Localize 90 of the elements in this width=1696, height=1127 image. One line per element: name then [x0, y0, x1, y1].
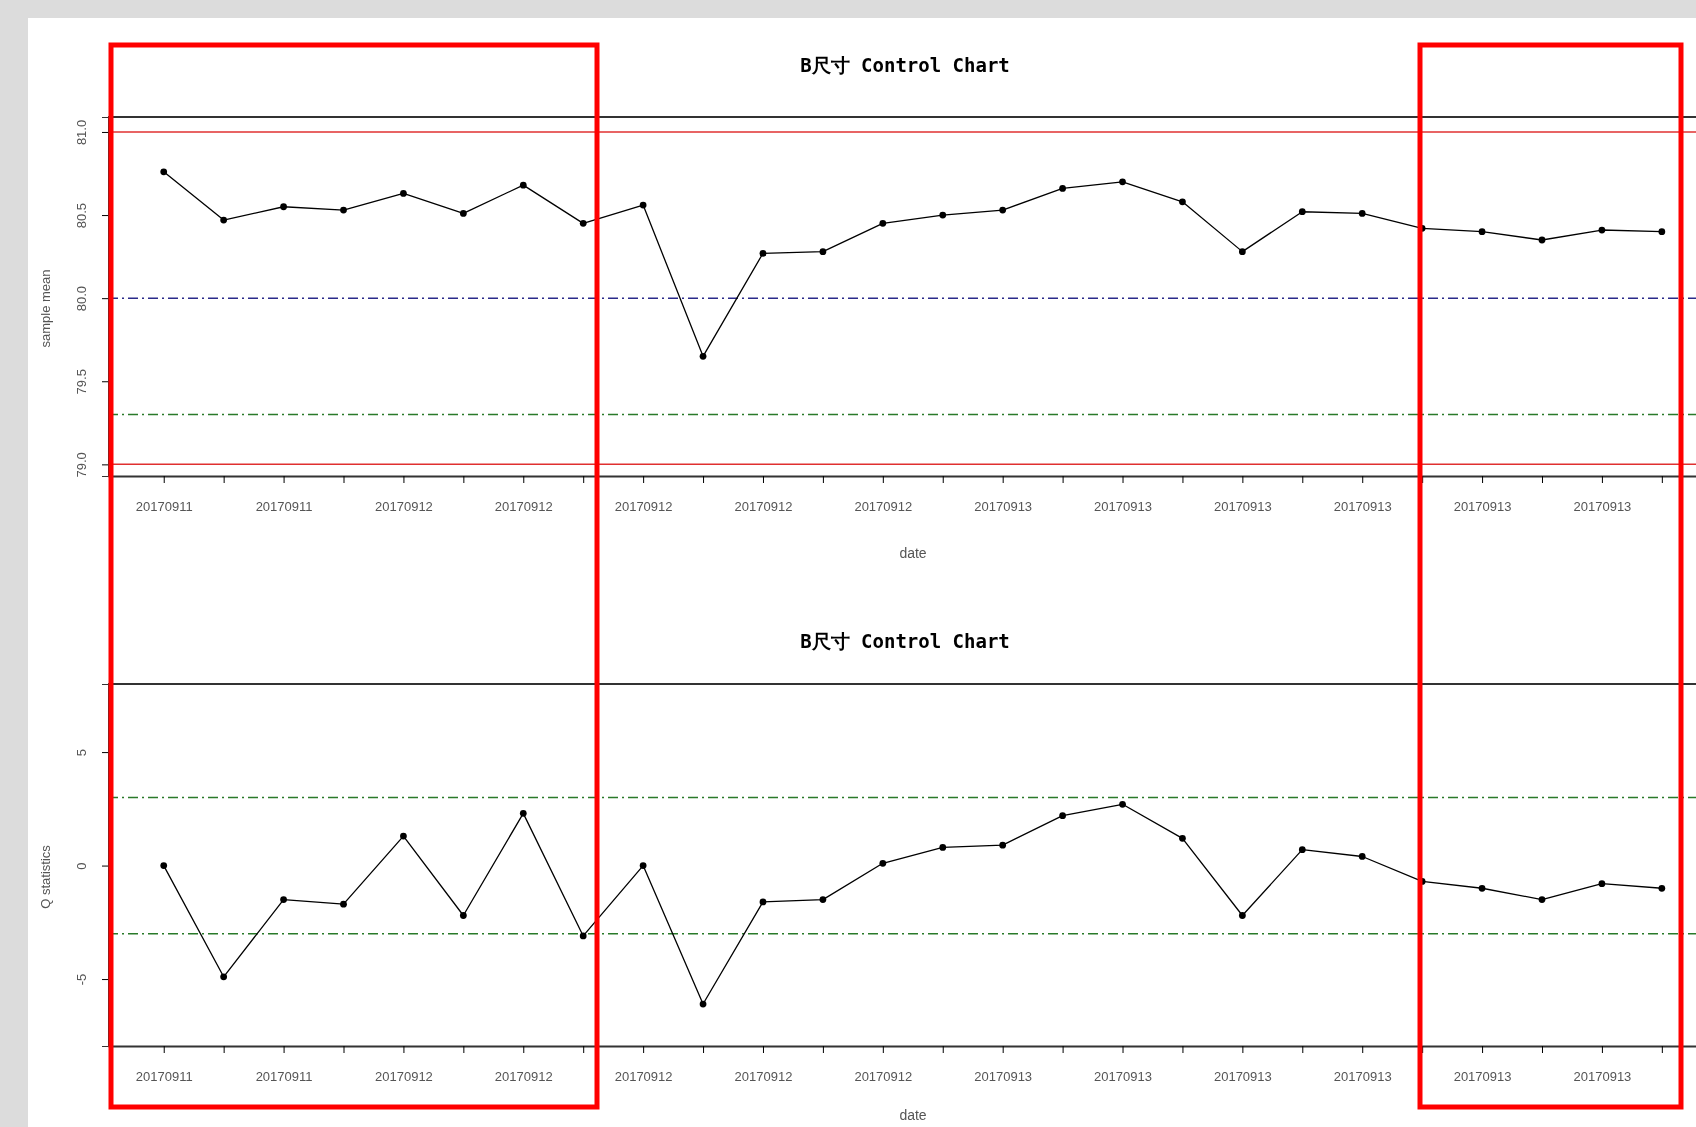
x-tick-label: 20170911 [255, 498, 313, 514]
x-tick-label: 20170913 [1333, 498, 1392, 514]
point [1179, 198, 1186, 206]
point [280, 896, 287, 903]
point [1658, 228, 1666, 236]
x-tick-label: 20170911 [255, 1068, 313, 1084]
point [519, 181, 527, 189]
x-tick-label: 20170913 [1094, 498, 1152, 514]
x-tick-label: 20170912 [854, 498, 913, 514]
point [819, 896, 827, 903]
x-tick-label: 20170912 [734, 498, 793, 514]
x-tick-label: 20170912 [375, 1068, 433, 1084]
point [759, 249, 767, 257]
point [220, 973, 228, 981]
y-tick-label: 79.0 [74, 452, 89, 478]
x-tick-label: 20170911 [135, 498, 193, 514]
x-tick-label: 20170913 [1213, 498, 1272, 514]
point [340, 206, 347, 214]
point [759, 898, 767, 906]
x-tick-label: 20170912 [375, 498, 433, 514]
x-tick-label: 20170913 [974, 498, 1033, 514]
point [939, 844, 947, 851]
x-tick-label: 20170912 [494, 1068, 553, 1084]
y-axis-title: sample mean [38, 269, 53, 348]
point [1478, 884, 1486, 892]
point [639, 862, 647, 869]
point [579, 932, 587, 940]
y-tick-label: -5 [74, 973, 89, 986]
x-tick-label: 20170911 [135, 1068, 193, 1084]
x-axis-title: date [899, 545, 927, 561]
y-tick-label: 80.0 [74, 286, 89, 312]
chart-title: B尺寸 Control Chart [800, 630, 1010, 652]
x-tick-label: 20170913 [1094, 1068, 1152, 1084]
y-tick-label: 81.0 [74, 119, 89, 146]
y-tick-label: 80.5 [74, 202, 89, 229]
point [160, 862, 168, 869]
point [1059, 812, 1066, 820]
x-tick-label: 20170913 [1573, 1068, 1632, 1084]
point [999, 841, 1007, 849]
point [1298, 208, 1306, 216]
point [340, 900, 347, 908]
x-tick-label: 20170913 [974, 1068, 1033, 1084]
point [999, 206, 1007, 214]
point [1598, 880, 1606, 888]
y-axis-title: Q statistics [38, 844, 53, 909]
y-tick-label: 5 [74, 748, 89, 757]
point [400, 190, 407, 197]
point [939, 211, 947, 219]
chart-title: B尺寸 Control Chart [800, 54, 1010, 76]
y-tick-label: 0 [74, 862, 89, 870]
point [1059, 185, 1066, 192]
x-tick-label: 20170912 [614, 498, 673, 514]
x-tick-label: 20170913 [1453, 498, 1512, 514]
point [220, 216, 228, 224]
x-tick-label: 20170913 [1333, 1068, 1392, 1084]
point [699, 1000, 707, 1008]
point [1358, 210, 1366, 217]
point [1358, 853, 1366, 860]
point [1538, 236, 1546, 244]
point [280, 203, 287, 211]
point [1598, 226, 1606, 234]
point [1538, 896, 1546, 903]
point [1238, 248, 1246, 255]
point [699, 352, 707, 360]
point [459, 912, 467, 919]
x-tick-label: 20170913 [1453, 1068, 1512, 1084]
point [879, 219, 887, 227]
point [1119, 178, 1126, 186]
point [400, 832, 407, 840]
point [519, 809, 527, 817]
point [1478, 228, 1486, 236]
x-tick-label: 20170912 [734, 1068, 793, 1084]
x-tick-label: 20170913 [1573, 498, 1632, 514]
x-axis-title: date [899, 1107, 927, 1123]
point [579, 219, 587, 227]
point [459, 210, 467, 217]
y-tick-label: 79.5 [74, 369, 89, 395]
point [1658, 884, 1666, 892]
point [1238, 912, 1246, 919]
x-tick-label: 20170913 [1213, 1068, 1272, 1084]
x-tick-label: 20170912 [614, 1068, 673, 1084]
point [879, 859, 887, 867]
point [639, 201, 647, 209]
point [1179, 834, 1186, 842]
point [819, 248, 827, 255]
point [1298, 846, 1306, 854]
x-tick-label: 20170912 [854, 1068, 913, 1084]
x-tick-label: 20170912 [494, 498, 553, 514]
point [1119, 800, 1126, 808]
point [160, 168, 168, 176]
